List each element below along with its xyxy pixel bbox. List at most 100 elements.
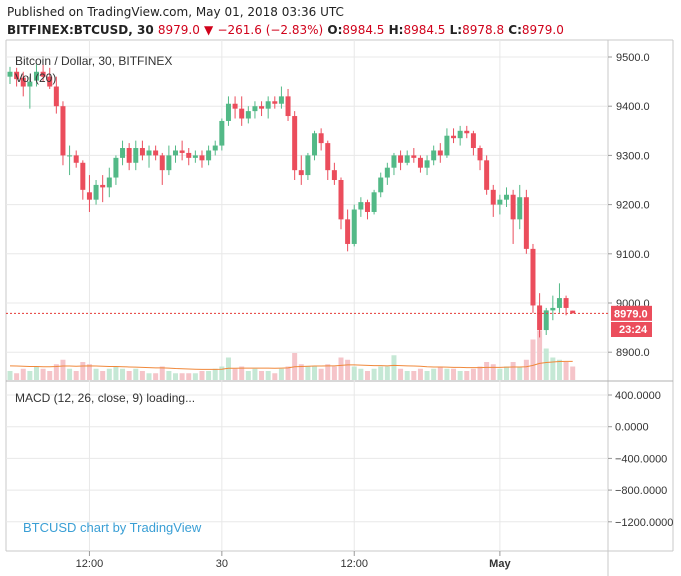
candle-body xyxy=(166,155,172,171)
volume-bar xyxy=(351,366,357,380)
candle-body xyxy=(159,155,165,171)
candle-body xyxy=(312,133,318,156)
candle-body xyxy=(100,184,106,188)
volume-bar xyxy=(166,371,172,380)
volume-bar xyxy=(325,364,331,380)
volume-bar xyxy=(173,373,178,380)
candle-body xyxy=(285,96,291,117)
volume-legend: Vol (20) xyxy=(15,71,56,85)
candle-body xyxy=(444,135,450,156)
volume-bar xyxy=(563,362,569,380)
down-arrow-icon: ▼ xyxy=(204,23,214,37)
volume-bar xyxy=(159,366,165,380)
candle-body xyxy=(464,130,470,134)
price-tick-label: 9400.0 xyxy=(616,101,650,113)
volume-bar xyxy=(139,371,145,380)
candle-body xyxy=(563,298,569,308)
candle-body xyxy=(133,148,139,163)
published-line: Published on TradingView.com, May 01, 20… xyxy=(7,5,344,19)
volume-bar xyxy=(113,366,119,380)
grid-lines xyxy=(6,40,608,551)
candle-body xyxy=(179,150,185,153)
volume-bar xyxy=(86,364,92,380)
volume-bar xyxy=(298,364,304,380)
candle-body xyxy=(523,197,529,249)
volume-bar xyxy=(272,373,278,380)
high-value: 8984.5 xyxy=(403,23,446,37)
price-tick-label: 9300.0 xyxy=(616,150,650,162)
candle-body xyxy=(417,157,423,168)
high-label: H: xyxy=(388,23,404,37)
candle-body xyxy=(53,86,59,107)
candle-body xyxy=(457,130,463,139)
price-tick-label: 8900.0 xyxy=(616,347,650,359)
macd-legend: MACD (12, 26, close, 9) loading... xyxy=(15,391,195,405)
candle-body xyxy=(80,162,86,190)
candle-body xyxy=(259,106,265,109)
close-label: C: xyxy=(508,23,522,37)
candle-body xyxy=(517,197,523,220)
candle-body xyxy=(550,307,556,311)
candle-body xyxy=(484,160,490,190)
volume-bar xyxy=(252,368,258,380)
candle-body xyxy=(437,150,443,156)
symbol-label: BITFINEX:BTCUSD, 30 xyxy=(7,23,154,37)
candle-body xyxy=(358,202,364,210)
volume-bar xyxy=(47,371,53,380)
candle-body xyxy=(192,155,198,158)
volume-bars xyxy=(7,330,576,380)
candle-body xyxy=(7,71,13,77)
volume-bar xyxy=(186,373,192,380)
price-axis[interactable]: 9500.09400.09300.09200.09100.09000.08900… xyxy=(608,52,650,359)
chart-header: Published on TradingView.com, May 01, 20… xyxy=(7,4,677,39)
candle-body xyxy=(225,103,231,121)
volume-bar xyxy=(60,359,66,380)
volume-bar xyxy=(285,366,291,380)
last-price: 8979.0 xyxy=(157,23,200,37)
volume-bar xyxy=(391,355,397,380)
time-axis[interactable]: 12:00 30 12:00 May xyxy=(76,551,512,570)
volume-bar xyxy=(523,359,529,380)
volume-ma-line xyxy=(9,360,573,370)
volume-bar xyxy=(80,362,86,380)
candle-body xyxy=(556,298,562,308)
macd-tick-label: −400.0000 xyxy=(615,453,667,465)
volume-bar xyxy=(7,371,13,380)
candle-body xyxy=(239,108,245,119)
volume-bar xyxy=(331,366,337,380)
macd-axis[interactable]: 400.0000 0.0000 −400.0000 −800.0000 −1200.00… xyxy=(608,390,673,529)
volume-bar xyxy=(106,368,112,380)
candle-body xyxy=(345,219,351,244)
candle-body xyxy=(424,160,430,168)
volume-bar xyxy=(484,362,490,380)
volume-bar xyxy=(120,368,126,380)
candle-body xyxy=(153,150,159,156)
volume-bar xyxy=(464,371,470,380)
candle-body xyxy=(186,152,192,158)
candle-body xyxy=(86,192,92,200)
candle-body xyxy=(331,170,337,180)
candle-body xyxy=(490,189,496,205)
candle-body xyxy=(27,81,33,87)
current-price-tag xyxy=(611,305,652,321)
tradingview-watermark[interactable]: BTCUSD chart by TradingView xyxy=(23,520,202,535)
open-label: O: xyxy=(327,23,343,37)
volume-bar xyxy=(206,371,212,380)
candle-body xyxy=(305,155,311,176)
volume-bar xyxy=(504,366,509,380)
volume-bar xyxy=(232,368,238,380)
volume-bar xyxy=(371,368,377,380)
candles xyxy=(7,64,576,338)
candle-body xyxy=(272,101,278,104)
volume-bar xyxy=(417,368,423,380)
candle-body xyxy=(351,209,357,244)
candle-body xyxy=(470,133,476,149)
volume-bar xyxy=(312,366,318,380)
candle-body xyxy=(371,192,377,212)
volume-bar xyxy=(530,339,536,380)
volume-bar xyxy=(67,368,73,380)
volume-bar xyxy=(212,368,218,380)
volume-bar xyxy=(93,368,99,380)
candle-body xyxy=(206,150,212,161)
